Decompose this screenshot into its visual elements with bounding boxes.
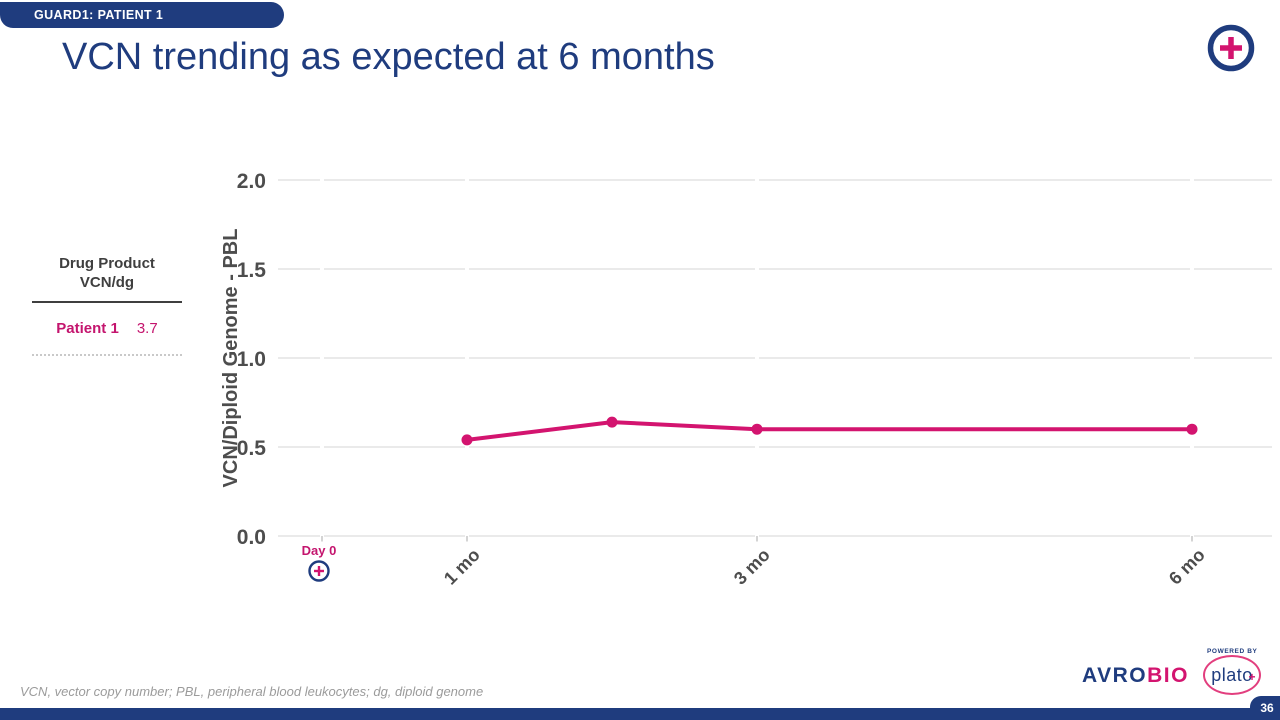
table-row: Patient 1 3.7 [32, 320, 182, 356]
data-line [465, 420, 1194, 442]
y-tick-label: 0.0 [237, 526, 266, 549]
avrobio-logo: AVROBIO [1082, 664, 1189, 688]
x-tick-label: 6 mo [1165, 545, 1209, 589]
slide-tag-label: GUARD1: PATIENT 1 [34, 8, 164, 22]
y-tick-label: 0.5 [237, 437, 267, 460]
header-plus-circle-icon [1205, 22, 1259, 76]
y-tick-label: 1.5 [237, 259, 267, 282]
data-point [606, 416, 618, 428]
bottom-bar [0, 708, 1280, 720]
brand-suffix: BIO [1147, 664, 1189, 687]
slide-tag-badge: GUARD1: PATIENT 1 [0, 2, 284, 28]
table-header-line1: Drug Product [59, 255, 155, 272]
table-header: Drug Product VCN/dg [32, 254, 182, 303]
brand-prefix: AVRO [1082, 664, 1148, 687]
plato-label: plato [1211, 664, 1253, 685]
x-tick-label: 3 mo [730, 545, 774, 589]
y-axis-label: VCN/Diploid Genome - PBL [220, 229, 242, 488]
drug-product-vcn-table: Drug Product VCN/dg Patient 1 3.7 [32, 254, 182, 356]
x-tick-label: 1 mo [440, 545, 484, 589]
page-title: VCN trending as expected at 6 months [62, 36, 715, 78]
y-tick-label: 1.0 [237, 348, 266, 371]
data-point [1186, 423, 1198, 435]
plus-circle-svg [1207, 24, 1255, 72]
data-point [461, 434, 473, 446]
page-number: 36 [1260, 701, 1274, 715]
footnote: VCN, vector copy number; PBL, peripheral… [20, 684, 484, 699]
page-number-badge: 36 [1250, 696, 1280, 720]
table-header-line2: VCN/dg [79, 274, 135, 291]
powered-by-label: POWERED BY [1207, 648, 1258, 655]
y-tick-label: 2.0 [237, 170, 266, 193]
x-tick-label-day0: Day 0 [302, 543, 337, 558]
patient-label: Patient 1 [56, 320, 119, 337]
plato-logo: plato + [1203, 655, 1261, 695]
plato-plus-icon: + [1248, 670, 1256, 684]
data-point [751, 423, 763, 435]
patient-vcn-value: 3.7 [136, 320, 158, 337]
